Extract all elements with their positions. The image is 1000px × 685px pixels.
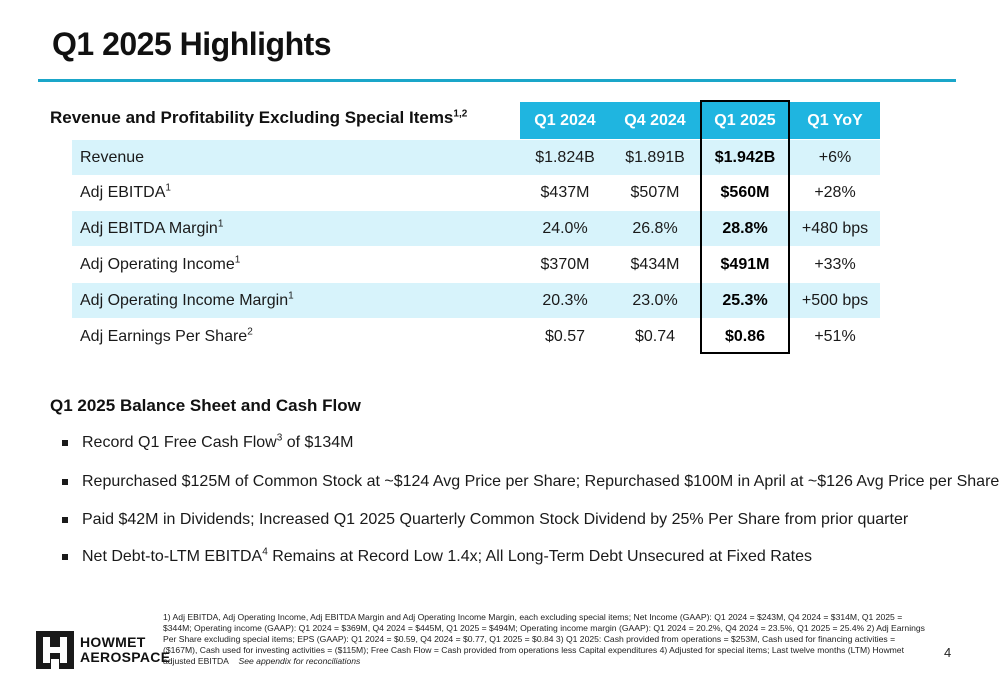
cell-q4-2024: $507M bbox=[630, 183, 680, 201]
page-number: 4 bbox=[944, 645, 952, 660]
table-row-adj-operating-income: Adj Operating Income1 $370M $434M $491M … bbox=[72, 247, 880, 282]
cell-q1-yoy: +51% bbox=[814, 327, 856, 345]
howmet-logo: HOWMET AEROSPACE bbox=[36, 631, 170, 669]
cell-q1-2025: $491M bbox=[720, 255, 770, 273]
col-header-q1-2024: Q1 2024 bbox=[520, 102, 610, 139]
bullet-square-icon bbox=[62, 440, 68, 446]
logo-wordmark: HOWMET AEROSPACE bbox=[80, 634, 171, 665]
cell-q4-2024: $0.74 bbox=[634, 327, 676, 345]
cell-q1-2024: 20.3% bbox=[542, 291, 588, 309]
cell-q1-yoy: +28% bbox=[814, 183, 856, 201]
howmet-logo-icon bbox=[36, 631, 74, 669]
row-label: Adj EBITDA Margin1 bbox=[80, 218, 224, 237]
cell-q4-2024: 23.0% bbox=[632, 291, 678, 309]
table-row-adj-ebitda: Adj EBITDA1 $437M $507M $560M +28% bbox=[72, 175, 880, 210]
cell-q1-2024: $370M bbox=[540, 255, 590, 273]
title-divider bbox=[38, 79, 956, 82]
bullet-item: Repurchased $125M of Common Stock at ~$1… bbox=[62, 473, 999, 491]
row-label: Adj Operating Income1 bbox=[80, 254, 241, 273]
section-heading-balance-sheet: Q1 2025 Balance Sheet and Cash Flow bbox=[50, 396, 361, 415]
footnotes: 1) Adj EBITDA, Adj Operating Income, Adj… bbox=[163, 612, 925, 666]
bullet-square-icon bbox=[62, 479, 68, 485]
row-label: Adj Earnings Per Share2 bbox=[80, 326, 253, 345]
row-label: Revenue bbox=[80, 148, 145, 166]
cell-q1-yoy: +480 bps bbox=[801, 219, 869, 237]
cell-q4-2024: $1.891B bbox=[625, 148, 685, 166]
q1-2025-highlight-box bbox=[700, 100, 790, 354]
cell-q1-2024: $437M bbox=[540, 183, 590, 201]
cell-q1-2025: $1.942B bbox=[714, 148, 776, 166]
bullet-square-icon bbox=[62, 517, 68, 523]
cell-q1-2024: $1.824B bbox=[535, 148, 595, 166]
table-row-adj-operating-income-margin: Adj Operating Income Margin1 20.3% 23.0%… bbox=[72, 283, 880, 318]
cell-q1-2024: $0.57 bbox=[544, 327, 586, 345]
cell-q4-2024: 26.8% bbox=[632, 219, 678, 237]
table-row-revenue: Revenue $1.824B $1.891B $1.942B +6% bbox=[72, 140, 880, 175]
table-row-adj-eps: Adj Earnings Per Share2 $0.57 $0.74 $0.8… bbox=[72, 319, 880, 354]
cell-q1-2025: $0.86 bbox=[724, 327, 766, 345]
section-heading-revenue: Revenue and Profitability Excluding Spec… bbox=[50, 108, 468, 127]
cell-q1-2025: $560M bbox=[720, 183, 770, 201]
cell-q1-2024: 24.0% bbox=[542, 219, 588, 237]
row-label: Adj Operating Income Margin1 bbox=[80, 290, 294, 309]
cell-q4-2024: $434M bbox=[630, 255, 680, 273]
col-header-q4-2024: Q4 2024 bbox=[610, 102, 700, 139]
row-label: Adj EBITDA1 bbox=[80, 182, 171, 201]
bullet-item: Paid $42M in Dividends; Increased Q1 202… bbox=[62, 511, 908, 529]
page-title: Q1 2025 Highlights bbox=[52, 26, 332, 62]
cell-q1-2025: 28.8% bbox=[722, 219, 768, 237]
cell-q1-yoy: +6% bbox=[818, 148, 852, 166]
cell-q1-yoy: +500 bps bbox=[801, 291, 869, 309]
table-row-adj-ebitda-margin: Adj EBITDA Margin1 24.0% 26.8% 28.8% +48… bbox=[72, 211, 880, 246]
col-header-q1-2025: Q1 2025 bbox=[700, 102, 790, 139]
col-header-q1-yoy: Q1 YoY bbox=[790, 102, 880, 139]
cell-q1-yoy: +33% bbox=[814, 255, 856, 273]
cell-q1-2025: 25.3% bbox=[722, 291, 768, 309]
bullet-item: Net Debt-to-LTM EBITDA4 Remains at Recor… bbox=[62, 547, 812, 566]
bullet-square-icon bbox=[62, 554, 68, 560]
bullet-item: Record Q1 Free Cash Flow3 of $134M bbox=[62, 433, 353, 452]
